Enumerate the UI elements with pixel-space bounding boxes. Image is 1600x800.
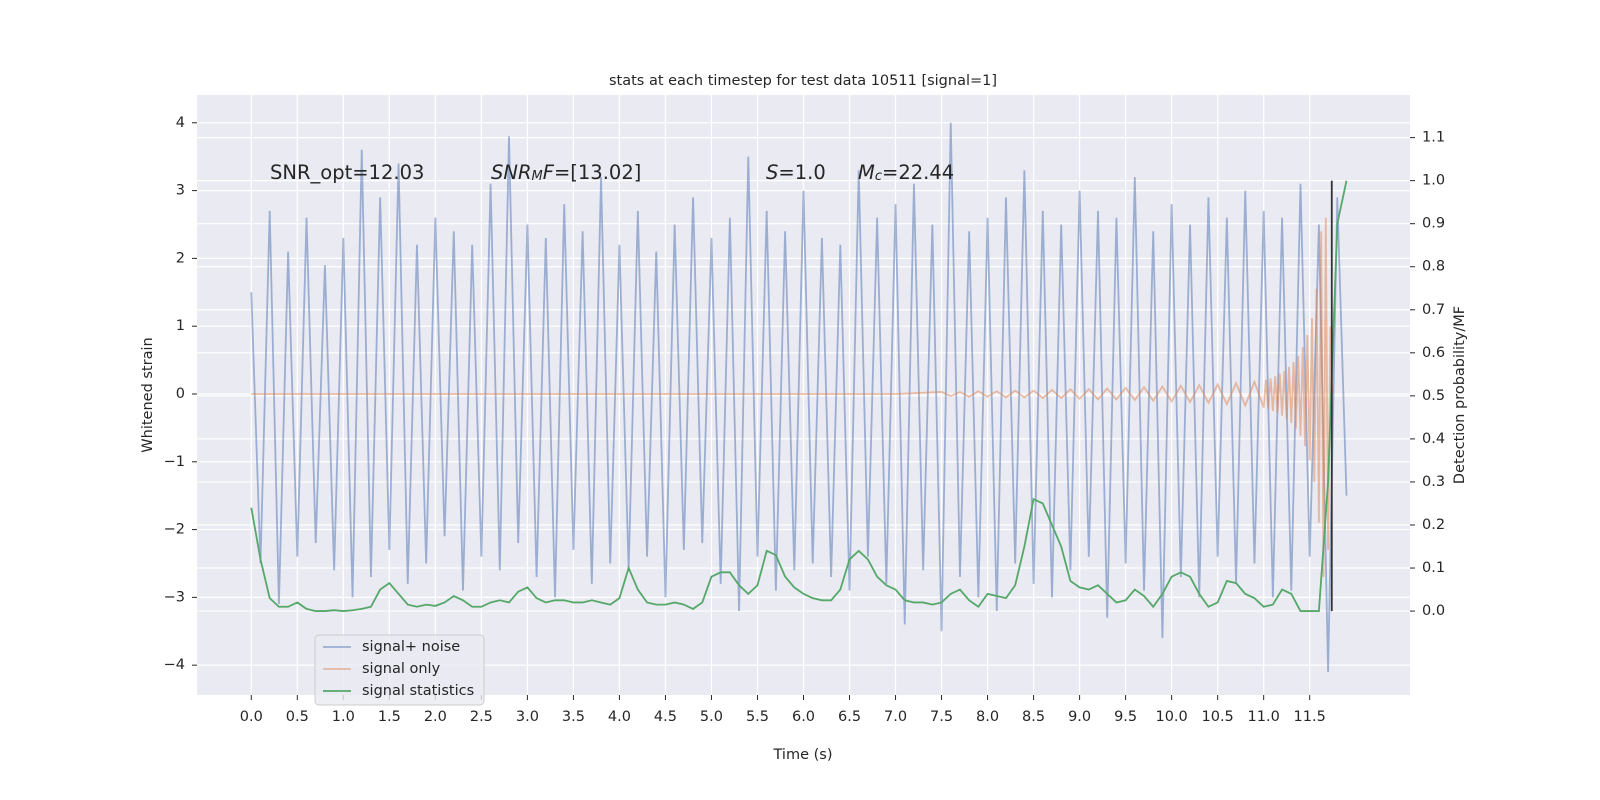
y2-tick-label: 0.4 — [1422, 431, 1445, 447]
x-tick-label: 1.0 — [332, 709, 355, 725]
x-tick-label: 3.5 — [562, 709, 585, 725]
y2-tick-label: 0.3 — [1422, 474, 1445, 490]
x-tick-label: 9.5 — [1114, 709, 1137, 725]
x-tick-label: 5.5 — [746, 709, 769, 725]
x-tick-label: 6.0 — [792, 709, 815, 725]
grid — [197, 95, 1410, 695]
annotation-part: F — [543, 161, 555, 184]
y-tick-label: 2 — [176, 250, 185, 266]
x-tick-label: 10.0 — [1155, 709, 1187, 725]
x-tick-label: 4.5 — [654, 709, 677, 725]
x-tick-label: 7.0 — [884, 709, 907, 725]
x-tick-label: 9.0 — [1068, 709, 1091, 725]
y2-tick-label: 0.0 — [1422, 603, 1445, 619]
chart-title: stats at each timestep for test data 105… — [609, 73, 997, 89]
annotation-part: =22.44 — [882, 161, 954, 184]
legend-label: signal only — [362, 661, 441, 677]
x-tick-label: 8.5 — [1022, 709, 1045, 725]
y2-tick-label: 0.5 — [1422, 388, 1445, 404]
y2-tick-label: 0.6 — [1422, 345, 1445, 361]
annotation-part: SNR_opt=12.03 — [270, 161, 424, 184]
annotation-part: M — [532, 169, 543, 184]
y-axis-label: Whitened strain — [140, 337, 156, 452]
x-tick-label: 0.5 — [286, 709, 309, 725]
x-axis-label: Time (s) — [773, 747, 833, 763]
annotation: Mc=22.44 — [858, 161, 954, 185]
y2-tick-label: 0.7 — [1422, 302, 1445, 318]
x-tick-label: 1.5 — [378, 709, 401, 725]
y2-tick-label: 0.1 — [1422, 560, 1445, 576]
y2-tick-label: 1.1 — [1422, 130, 1445, 146]
y-tick-label: −1 — [164, 454, 185, 470]
legend: signal+ noise signal only signal statistic… — [314, 634, 485, 706]
annotation-part: SNR — [491, 161, 532, 184]
x-tick-label: 5.0 — [700, 709, 723, 725]
series-line — [250, 180, 1348, 612]
y-tick-label: 3 — [176, 183, 185, 199]
x-tick-label: 2.5 — [470, 709, 493, 725]
y2-tick-label: 0.9 — [1422, 216, 1445, 232]
x-tick-label: 0.0 — [240, 709, 263, 725]
annotation: S=1.0 — [766, 161, 826, 184]
x-tick-label: 4.0 — [608, 709, 631, 725]
annotation-part: c — [875, 169, 882, 184]
legend-label: signal statistics — [362, 683, 474, 699]
y-tick-label: 1 — [176, 318, 185, 334]
annotation-part: =1.0 — [778, 161, 825, 184]
annotation: SNRMF=[13.02] — [491, 161, 641, 185]
y-tick-label: −3 — [164, 589, 185, 605]
y-tick-label: 4 — [176, 115, 185, 131]
y-tick-label: 0 — [176, 386, 185, 402]
y2-tick-label: 0.8 — [1422, 259, 1445, 275]
y2-tick-label: 1.0 — [1422, 173, 1445, 189]
annotation-part: M — [858, 161, 875, 184]
y2-tick-label: 0.2 — [1422, 517, 1445, 533]
x-tick-label: 8.0 — [976, 709, 999, 725]
y-tick-label: −2 — [164, 522, 185, 538]
x-tick-label: 6.5 — [838, 709, 861, 725]
y-tick-label: −4 — [164, 657, 185, 673]
x-tick-label: 7.5 — [930, 709, 953, 725]
annotation-part: S — [766, 161, 778, 184]
x-tick-label: 11.5 — [1294, 709, 1326, 725]
x-tick-label: 11.0 — [1248, 709, 1280, 725]
legend-box — [314, 634, 485, 706]
legend-label: signal+ noise — [362, 639, 460, 655]
x-tick-label: 2.0 — [424, 709, 447, 725]
x-tick-label: 3.0 — [516, 709, 539, 725]
series-line — [251, 217, 1334, 578]
x-tick-label: 10.5 — [1202, 709, 1234, 725]
annotation-part: =[13.02] — [554, 161, 641, 184]
y2-axis-label: Detection probability/MF — [1452, 306, 1468, 484]
annotation: SNR_opt=12.03 — [270, 161, 424, 184]
series-line — [250, 122, 1348, 672]
